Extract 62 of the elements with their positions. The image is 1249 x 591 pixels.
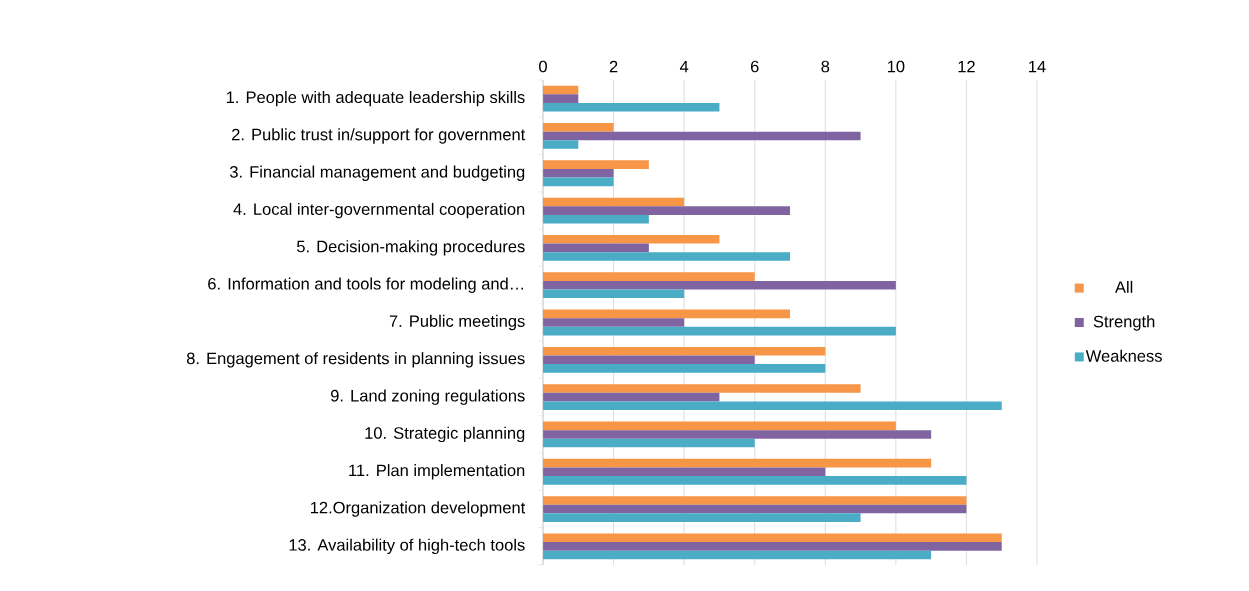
- y-tick-label: 11. Plan implementation: [349, 464, 525, 480]
- bar: [543, 243, 649, 253]
- x-tick-label: 12: [958, 60, 975, 73]
- bar: [543, 504, 967, 514]
- bar: [543, 401, 1002, 411]
- x-tick-label: 0: [539, 60, 547, 73]
- bar: [543, 234, 720, 244]
- bar: [543, 496, 967, 505]
- bar: [543, 94, 579, 103]
- y-tick-label: 8. Engagement of residents in planning issues: [186, 352, 525, 368]
- bar: [543, 177, 614, 187]
- bar: [543, 533, 1002, 543]
- bar: [543, 458, 932, 468]
- bar: [543, 197, 685, 207]
- legend-label: All: [1115, 280, 1133, 293]
- bar: [543, 355, 755, 365]
- bar: [543, 392, 720, 402]
- y-tick-label: 1. People with adequate leadership skills: [226, 90, 525, 107]
- bar: [543, 318, 685, 327]
- bar: [543, 123, 614, 132]
- y-tick-label: 13. Availability of high-tech tools: [289, 538, 525, 555]
- bar: [543, 476, 967, 485]
- y-tick-label: 2. Public trust in/support for government: [232, 128, 526, 144]
- bar: [543, 206, 790, 215]
- y-tick-label: 3. Financial management and budgeting: [229, 165, 525, 181]
- bar: [543, 252, 790, 261]
- y-tick-label: 9. Land zoning regulations: [330, 389, 525, 405]
- x-tick-label: 14: [1029, 60, 1046, 73]
- bar: [543, 467, 826, 477]
- bar: [543, 550, 932, 560]
- bar: [543, 384, 861, 393]
- legend-label: Strength: [1093, 315, 1155, 331]
- x-tick-label: 10: [887, 60, 905, 73]
- y-tick-label: 7. Public meetings: [389, 314, 525, 331]
- x-tick-label: 8: [821, 60, 830, 73]
- bar: [543, 102, 720, 112]
- bar: [543, 289, 685, 299]
- bar: [543, 421, 896, 431]
- bar: [543, 214, 649, 224]
- bar: [543, 513, 861, 522]
- x-tick-label: 4: [679, 60, 689, 73]
- bar: [543, 168, 614, 178]
- bar: [543, 326, 896, 336]
- bar: [543, 438, 755, 448]
- y-tick-label: 4. Local inter-governmental cooperation: [233, 202, 525, 219]
- bar: [543, 364, 826, 373]
- legend-label: Weakness: [1085, 349, 1162, 362]
- y-tick-label: 12.Organization development: [310, 501, 526, 517]
- y-tick-label: 5. Decision-making procedures: [296, 240, 525, 256]
- y-tick-label: 6. Information and tools for modeling and…: [208, 277, 524, 293]
- bar: [543, 140, 579, 149]
- bar: [543, 309, 790, 319]
- bar: [543, 131, 861, 141]
- bar: [543, 542, 1002, 551]
- bar: [543, 160, 649, 169]
- bar: [543, 272, 755, 281]
- x-tick-label: 2: [609, 60, 618, 73]
- x-tick-label: 6: [750, 60, 759, 73]
- bar: [543, 346, 826, 356]
- bar: [543, 280, 896, 290]
- bar: [543, 430, 932, 439]
- y-tick-label: 10. Strategic planning: [365, 426, 525, 443]
